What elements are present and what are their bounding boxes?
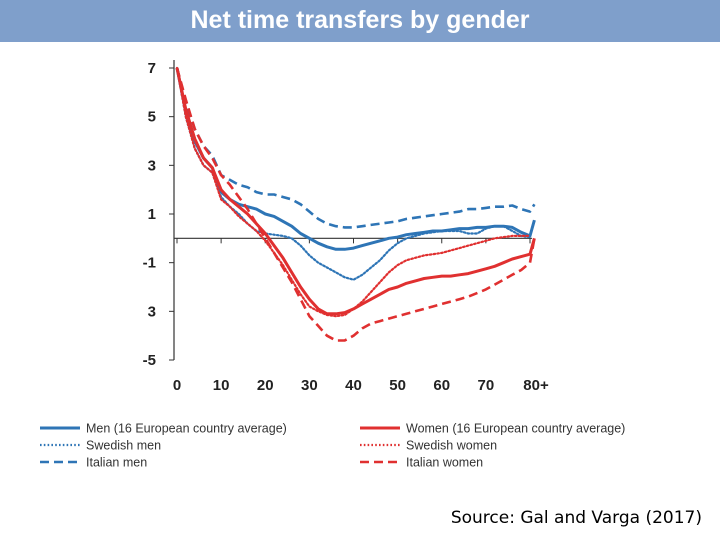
- series-line-4: [175, 66, 532, 318]
- legend-label: Italian men: [86, 456, 147, 470]
- x-tick-label: 50: [389, 377, 406, 394]
- y-axis-ticks: 7 5 3 1 -1 3 -5: [143, 60, 174, 369]
- y-tick-label: 3: [148, 303, 156, 320]
- chart: 7 5 3 1 -1 3 -5 0 10 20 30 40 50 60 70 80+ Men (16 Eur…: [40, 60, 625, 470]
- x-tick-label: 80+: [523, 377, 549, 394]
- x-tick-label: 70: [478, 377, 495, 394]
- y-tick-label: 7: [148, 60, 156, 77]
- x-tick-label: 0: [173, 377, 181, 394]
- title-bar: [0, 0, 720, 42]
- x-tick-label: 40: [345, 377, 362, 394]
- x-tick-label: 20: [257, 377, 274, 394]
- x-tick-label: 30: [301, 377, 318, 394]
- legend: Men (16 European country average) Swedish…: [40, 422, 625, 470]
- x-axis-ticks: 0 10 20 30 40 50 60 70 80+: [173, 238, 549, 394]
- y-tick-label: 1: [148, 206, 156, 223]
- series-line-2: [175, 67, 536, 229]
- legend-label: Men (16 European country average): [86, 422, 287, 436]
- series-line-3: [175, 67, 536, 316]
- y-tick-label: 5: [148, 109, 156, 126]
- y-tick-label: -1: [143, 255, 156, 272]
- legend-label: Women (16 European country average): [406, 422, 625, 436]
- source-citation: Source: Gal and Varga (2017): [450, 508, 702, 528]
- x-tick-label: 10: [213, 377, 230, 394]
- legend-label: Swedish men: [86, 439, 161, 453]
- page-title: Net time transfers by gender: [190, 6, 530, 34]
- legend-label: Italian women: [406, 456, 483, 470]
- legend-label: Swedish women: [406, 439, 497, 453]
- y-tick-label: 3: [148, 157, 156, 174]
- axes: [173, 60, 532, 360]
- series-line-0: [175, 67, 536, 251]
- series-line-5: [175, 67, 536, 342]
- y-tick-label: -5: [143, 352, 156, 369]
- x-tick-label: 60: [433, 377, 450, 394]
- series-lines: [175, 66, 536, 342]
